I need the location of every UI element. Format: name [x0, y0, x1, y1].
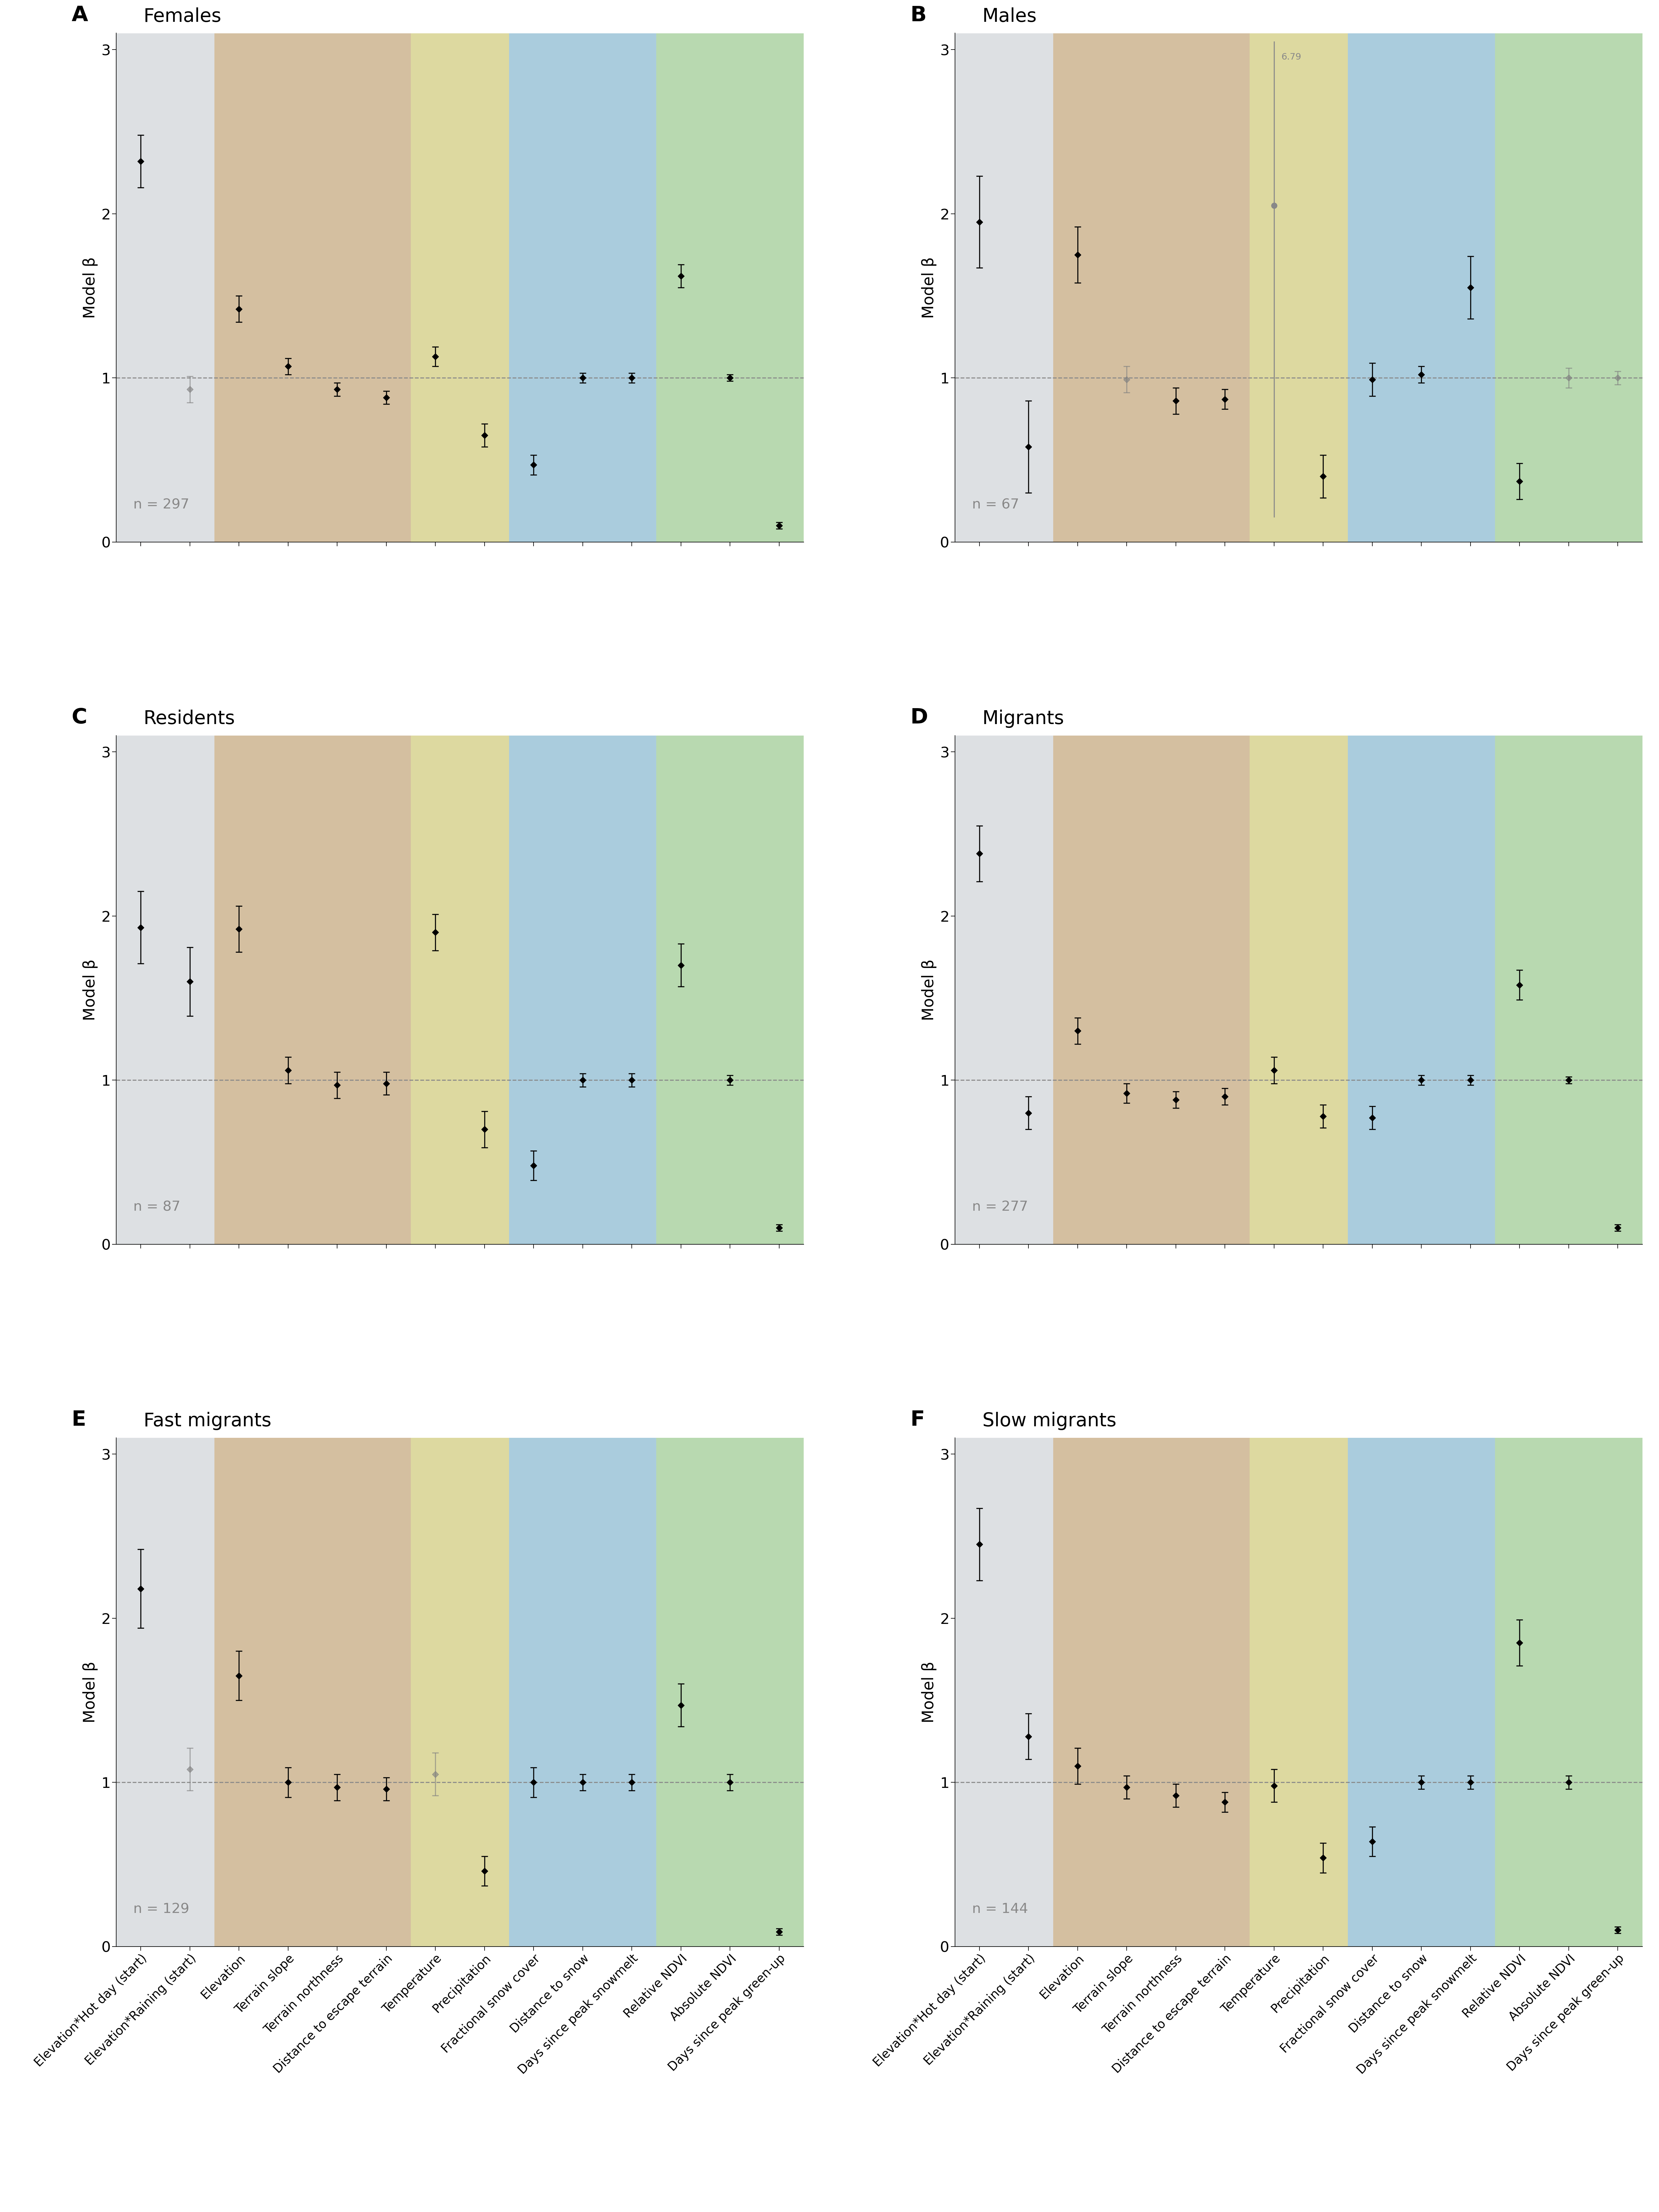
- Text: B: B: [911, 4, 926, 27]
- Bar: [1495, 734, 1642, 1245]
- Text: n = 129: n = 129: [133, 1902, 189, 1916]
- Text: Males: Males: [982, 7, 1037, 27]
- Bar: [956, 1438, 1053, 1947]
- Bar: [116, 33, 214, 542]
- Bar: [1495, 33, 1642, 542]
- Text: n = 87: n = 87: [133, 1201, 181, 1214]
- Text: n = 67: n = 67: [972, 498, 1019, 511]
- Text: Females: Females: [144, 7, 222, 27]
- Text: Migrants: Migrants: [982, 710, 1063, 728]
- Bar: [411, 1438, 509, 1947]
- Bar: [411, 33, 509, 542]
- Y-axis label: Model β: Model β: [921, 1661, 937, 1723]
- Bar: [1249, 33, 1347, 542]
- Text: Fast migrants: Fast migrants: [144, 1411, 272, 1429]
- Bar: [1053, 1438, 1249, 1947]
- Bar: [1053, 33, 1249, 542]
- Y-axis label: Model β: Model β: [921, 257, 937, 319]
- Bar: [509, 1438, 657, 1947]
- Bar: [1495, 1438, 1642, 1947]
- Text: A: A: [71, 4, 88, 27]
- Bar: [1053, 734, 1249, 1245]
- Bar: [116, 734, 214, 1245]
- Bar: [1347, 734, 1495, 1245]
- Bar: [657, 33, 803, 542]
- Bar: [1347, 33, 1495, 542]
- Bar: [657, 734, 803, 1245]
- Y-axis label: Model β: Model β: [83, 1661, 98, 1723]
- Text: E: E: [71, 1409, 86, 1429]
- Bar: [509, 33, 657, 542]
- Bar: [1347, 1438, 1495, 1947]
- Bar: [214, 734, 411, 1245]
- Y-axis label: Model β: Model β: [83, 960, 98, 1020]
- Bar: [956, 33, 1053, 542]
- Text: F: F: [911, 1409, 924, 1429]
- Text: n = 144: n = 144: [972, 1902, 1029, 1916]
- Bar: [1249, 1438, 1347, 1947]
- Y-axis label: Model β: Model β: [83, 257, 98, 319]
- Bar: [214, 1438, 411, 1947]
- Text: D: D: [911, 708, 927, 728]
- Y-axis label: Model β: Model β: [921, 960, 937, 1020]
- Bar: [1249, 734, 1347, 1245]
- Bar: [411, 734, 509, 1245]
- Text: n = 277: n = 277: [972, 1201, 1029, 1214]
- Text: Residents: Residents: [144, 710, 236, 728]
- Text: C: C: [71, 708, 86, 728]
- Bar: [116, 1438, 214, 1947]
- Bar: [956, 734, 1053, 1245]
- Bar: [214, 33, 411, 542]
- Bar: [509, 734, 657, 1245]
- Bar: [657, 1438, 803, 1947]
- Text: Slow migrants: Slow migrants: [982, 1411, 1117, 1429]
- Text: n = 297: n = 297: [133, 498, 189, 511]
- Text: 6.79: 6.79: [1281, 53, 1301, 62]
